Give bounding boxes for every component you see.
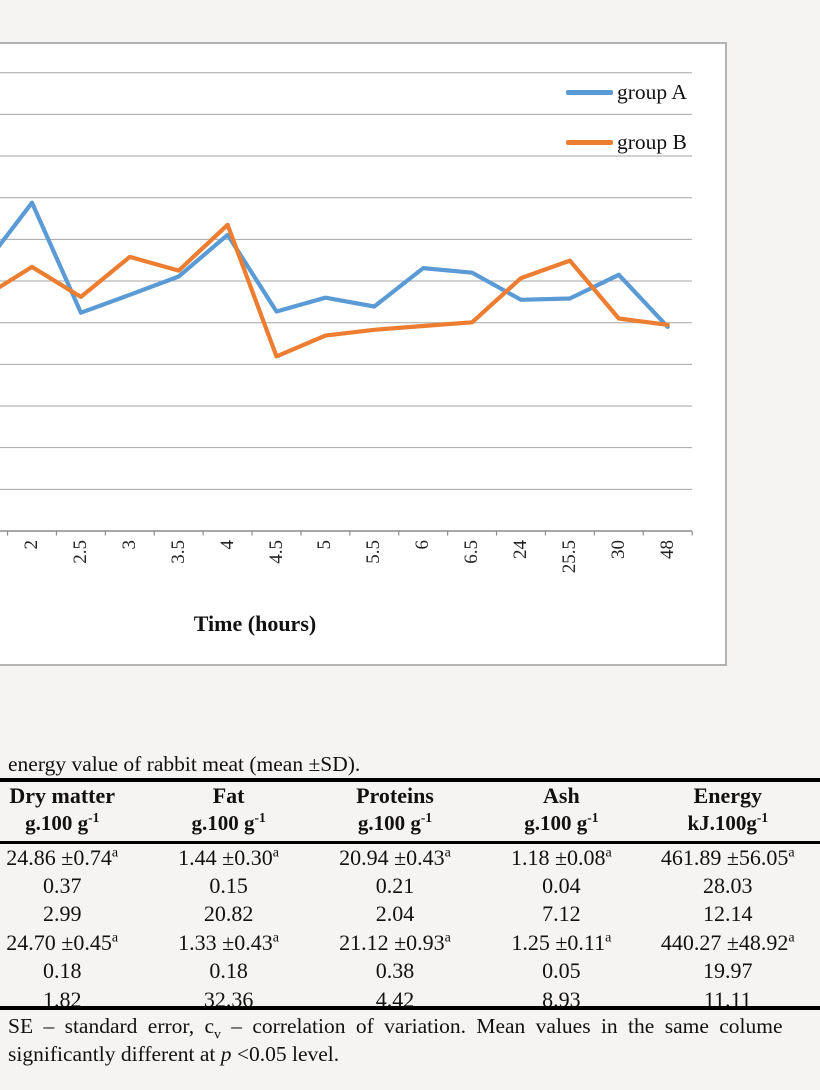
table-cell: 20.82 [203,901,254,927]
x-axis-tick-label: 24 [510,540,531,559]
x-axis-title: Time (hours) [193,611,317,636]
group-b-line-swatch [566,140,613,145]
table-header-cell: Proteins [356,783,434,808]
table-cell: 0.05 [542,958,581,984]
series-line-group-A [0,200,670,329]
legend-label-group-b: group B [617,130,687,154]
table-cell: 21.12 ±0.93a [339,929,451,955]
table-row: 24.86 ±0.74a 1.44 ±0.30a 20.94 ±0.43a 1.18 … [0,844,820,872]
table-cell: 1.25 ±0.11a [511,929,612,955]
table-cell: 0.15 [209,872,248,898]
table-header-cell: Dry matter [9,783,116,808]
x-axis-tick-label: 6 [412,540,434,550]
legend-item-group-b: group B [566,130,687,155]
table-cell: 2.04 [375,901,415,927]
table-header-cell: Fat [212,783,245,808]
table-top-rule [0,778,820,782]
x-axis-tick-label: 6.5 [461,540,483,564]
table-cell: 0.18 [42,958,82,984]
table-cell: 0.38 [375,958,415,984]
group-a-line-swatch [566,90,613,95]
x-axis-tick-label: 2 [21,540,42,550]
table-cell: 0.21 [375,872,415,898]
legend-label-group-a: group A [617,80,687,104]
table-mid-rule [0,841,820,844]
table-units-cell: g.100 g-1 [191,810,266,835]
table-cell: 1.18 ±0.08a [510,844,612,870]
table-row: 0.37 0.15 0.21 0.04 28.03 [0,872,820,900]
table-cell: 0.04 [542,872,581,898]
table-cell: 24.70 ±0.45a [6,929,119,955]
table-row: 0.18 0.18 0.38 0.05 19.97 [0,957,820,985]
table-row: 24.70 ±0.45a 1.33 ±0.43a 21.12 ±0.93a 1.25 … [0,929,820,957]
table-units-cell: g.100 g-1 [357,810,433,835]
table-footnote-line-1: SE – standard error, cv – correlation of… [8,1014,783,1042]
table-units-cell: g.100 g-1 [25,810,100,835]
table-units-row: g.100 g-1 g.100 g-1 g.100 g-1 g.100 g-1 kJ.1… [0,808,820,838]
table-header-cell: Energy [693,783,762,808]
table-units-cell: g.100 g-1 [524,810,599,835]
table-cell: 28.03 [703,872,753,898]
table-header-cell: Ash [543,783,580,808]
table-cell: 19.97 [703,958,753,984]
x-axis-tick-label: 30 [607,540,629,559]
table-cell: 7.12 [542,901,581,927]
table-caption: energy value of rabbit meat (mean ±SD). [8,752,361,776]
line-chart [0,72,693,536]
table-cell: 20.94 ±0.43a [339,844,451,870]
table-cell: 461.89 ±56.05a [660,844,795,870]
table-footnote-line-2: significantly different at p <0.05 level… [8,1042,340,1066]
table-cell: 0.37 [42,872,82,898]
table-cell: 1.44 ±0.30a [178,844,279,870]
table-header-row: Dry matter Fat Proteins Ash Energy [0,781,820,810]
x-axis-tick-label: 25.5 [558,540,580,574]
table-cell: 12.14 [703,901,753,927]
table-cell: 440.27 ±48.92a [660,929,795,955]
table-units-cell: kJ.100g-1 [687,810,769,835]
x-axis-tick-label: 5.5 [363,540,385,564]
legend-item-group-a: group A [566,80,687,105]
table-row: 2.99 20.82 2.04 7.12 12.14 [0,900,820,928]
table-cell: 1.33 ±0.43a [178,929,279,955]
series-line-group-B [0,222,670,359]
x-axis-tick-label: 48 [656,540,678,559]
table-cell: 24.86 ±0.74a [6,844,119,870]
x-axis-tick-label: 3 [118,540,140,550]
x-axis-tick-label: 2.5 [69,540,91,564]
table-cell: 2.99 [42,901,82,927]
chart-panel [0,42,727,666]
table-bottom-rule [0,1006,820,1010]
table-cell: 0.18 [209,958,248,984]
